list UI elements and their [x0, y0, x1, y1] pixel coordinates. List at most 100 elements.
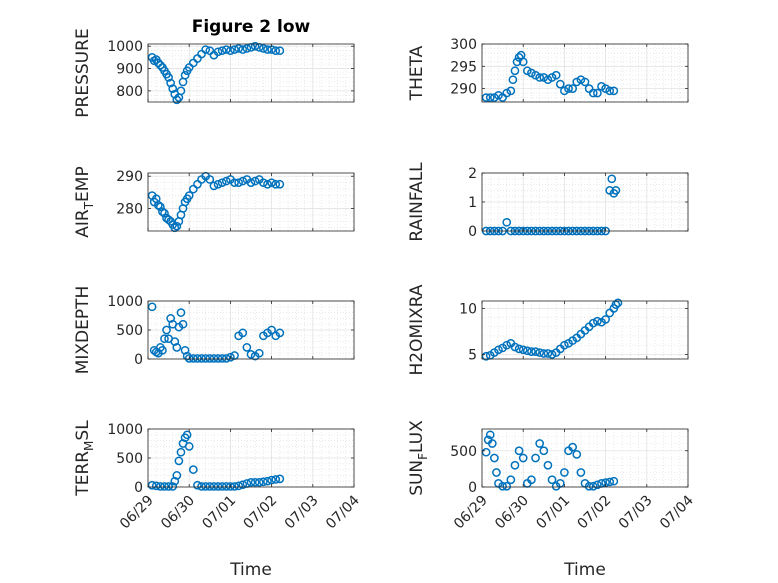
subplot-1-data-point	[156, 60, 165, 70]
subplot-5-data-point	[213, 354, 223, 363]
subplot-7-data-point	[271, 475, 281, 484]
subplot-8-data-point	[481, 447, 491, 457]
subplot-8-ytick-label: 0	[468, 480, 477, 496]
subplot-7-data-point	[184, 442, 194, 451]
subplot-3-data-point	[209, 181, 219, 191]
subplot-8-data-point	[584, 481, 594, 491]
subplot-8-data-point	[531, 453, 540, 463]
subplot-8-data-point	[498, 481, 507, 491]
subplot-4-ytick-label: 2	[468, 166, 477, 182]
subplot-5-data-point	[246, 350, 256, 359]
subplot-3-ytick-label: 280	[116, 201, 143, 217]
subplot-8-xlabel: Time	[563, 560, 606, 580]
subplot-1-data-point	[201, 45, 211, 54]
subplot-5-data-point	[226, 352, 235, 362]
subplot-7-data-point	[230, 482, 239, 491]
subplot-5-data-point	[184, 354, 194, 363]
subplot-1-axes-box	[147, 43, 355, 103]
subplot-5-data-point	[267, 325, 276, 335]
subplot-8-data-point	[510, 460, 520, 470]
subplot-2-data-point	[605, 86, 615, 96]
subplot-3-data-point	[259, 178, 268, 188]
subplot-5-data-point	[176, 308, 186, 317]
subplot-7-data-point	[217, 482, 227, 491]
subplot-1-data-point	[164, 73, 173, 82]
subplot-6-background	[482, 301, 688, 359]
subplot-6-axes-box	[481, 300, 689, 360]
subplot-6-data-point	[527, 347, 536, 356]
subplot-7-data-point	[176, 447, 186, 457]
subplot-5-data-point	[197, 354, 206, 363]
subplot-5-data-point	[172, 343, 182, 352]
subplot-6-ytick-label: 5	[468, 347, 477, 363]
subplot-6-data-point	[539, 349, 549, 358]
subplot-8-data-point	[490, 453, 499, 463]
subplot-3-data-point	[158, 207, 167, 217]
subplot-5-data-point	[242, 343, 252, 352]
subplot-1-data-point	[271, 46, 281, 56]
subplot-5-data-point	[205, 354, 215, 363]
subplot-6-ylabel: H2OMIXRA	[407, 284, 427, 375]
subplot-1-data-point	[263, 45, 272, 54]
subplot-7-data-point	[226, 482, 235, 491]
subplot-5-data-point	[170, 337, 180, 346]
subplot-7-data-point	[156, 482, 165, 491]
subplot-5-data-point	[201, 354, 211, 363]
subplot-1-data-point	[166, 78, 176, 88]
subplot-4-ytick-label: 1	[468, 195, 477, 211]
subplot-3-data-point	[217, 178, 227, 188]
subplot-2-data-point	[551, 70, 561, 80]
subplot-3-data-point	[234, 178, 243, 188]
subplot-7-data-point	[209, 482, 219, 491]
subplot-6-data-point	[514, 344, 524, 354]
subplot-6-data-point	[535, 348, 545, 357]
subplot-4-data-point	[502, 217, 512, 227]
subplot-3-data-point	[271, 179, 281, 189]
subplot-7-xtick-label: 06/29	[117, 493, 157, 533]
subplot-3-data-point	[213, 179, 223, 189]
subplot-8-xtick-label: 06/30	[492, 493, 532, 533]
subplot-7-data-point	[174, 456, 184, 466]
subplot-3-data-point	[156, 202, 165, 212]
subplot-4-data-point	[611, 186, 621, 195]
subplot-1-data-point	[230, 45, 239, 54]
subplot-6-data-point	[494, 345, 503, 355]
subplot-8-data-point	[527, 475, 536, 485]
subplot-1-data-point	[242, 44, 252, 53]
subplot-6-data-point	[613, 298, 623, 308]
subplot-1-data-point	[176, 86, 186, 96]
subplot-7-data-point	[182, 430, 192, 440]
subplot-7-xtick-label: 07/04	[323, 492, 363, 532]
subplot-1-data-point	[213, 47, 223, 57]
subplot-7-data-point	[275, 474, 285, 484]
subplot-5-data-point	[158, 345, 167, 355]
subplot-8-data-point	[588, 481, 598, 491]
subplot-5-data-point	[275, 328, 285, 338]
subplot-8-ytick-label: 500	[450, 444, 477, 460]
subplot-6-data-point	[543, 349, 553, 358]
subplot-7-data-point	[238, 480, 248, 490]
subplot-7-data-point	[250, 478, 260, 487]
subplot-5-data-point	[221, 354, 231, 363]
subplot-8-data-point	[514, 446, 524, 456]
subplot-7-data-point	[246, 478, 256, 487]
subplot-2-data-point	[506, 86, 516, 96]
subplot-1-ylabel: PRESSURE	[73, 28, 93, 117]
subplot-2-data-point	[518, 57, 528, 67]
subplot-7-data-point	[172, 471, 182, 480]
subplot-4-data-point	[607, 174, 617, 184]
subplot-8-data-point	[568, 442, 577, 452]
subplot-7-data-point	[160, 482, 169, 491]
subplot-5-ytick-label: 0	[134, 352, 143, 368]
subplot-2-ytick-label: 290	[450, 82, 477, 98]
subplot-3-ytick-label: 290	[116, 169, 143, 185]
subplot-8-data-point	[492, 468, 501, 477]
subplot-2-data-point	[580, 77, 590, 87]
subplot-3-data-point	[221, 176, 231, 186]
subplot-8-data-point	[487, 439, 497, 448]
subplot-2-data-point	[568, 84, 577, 93]
subplot-8-data-point	[506, 475, 516, 485]
subplot-7-data-point	[147, 480, 157, 490]
subplot-7-data-point	[263, 476, 272, 486]
subplot-7-data-point	[205, 482, 215, 491]
